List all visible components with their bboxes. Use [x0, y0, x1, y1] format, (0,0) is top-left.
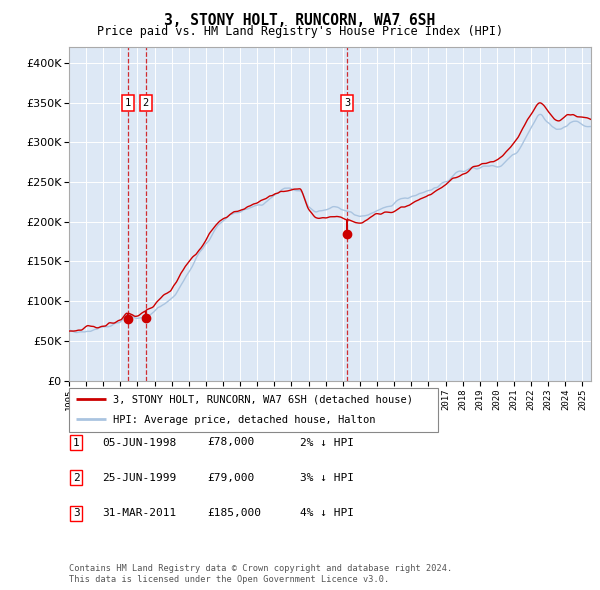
Text: 25-JUN-1999: 25-JUN-1999	[102, 473, 176, 483]
FancyBboxPatch shape	[69, 388, 438, 432]
Text: 2: 2	[143, 98, 149, 108]
Text: 3, STONY HOLT, RUNCORN, WA7 6SH (detached house): 3, STONY HOLT, RUNCORN, WA7 6SH (detache…	[113, 394, 413, 404]
Text: £185,000: £185,000	[207, 509, 261, 518]
Text: £79,000: £79,000	[207, 473, 254, 483]
Text: 1: 1	[125, 98, 131, 108]
Text: 2: 2	[73, 473, 80, 483]
Text: HPI: Average price, detached house, Halton: HPI: Average price, detached house, Halt…	[113, 415, 376, 425]
Text: 05-JUN-1998: 05-JUN-1998	[102, 438, 176, 447]
Text: 3% ↓ HPI: 3% ↓ HPI	[300, 473, 354, 483]
Text: Contains HM Land Registry data © Crown copyright and database right 2024.: Contains HM Land Registry data © Crown c…	[69, 565, 452, 573]
Text: 1: 1	[73, 438, 80, 447]
Text: 4% ↓ HPI: 4% ↓ HPI	[300, 509, 354, 518]
Text: 3: 3	[344, 98, 350, 108]
Text: Price paid vs. HM Land Registry's House Price Index (HPI): Price paid vs. HM Land Registry's House …	[97, 25, 503, 38]
Text: £78,000: £78,000	[207, 438, 254, 447]
Text: This data is licensed under the Open Government Licence v3.0.: This data is licensed under the Open Gov…	[69, 575, 389, 584]
Text: 3: 3	[73, 509, 80, 518]
Text: 3, STONY HOLT, RUNCORN, WA7 6SH: 3, STONY HOLT, RUNCORN, WA7 6SH	[164, 13, 436, 28]
Text: 2% ↓ HPI: 2% ↓ HPI	[300, 438, 354, 447]
Text: 31-MAR-2011: 31-MAR-2011	[102, 509, 176, 518]
